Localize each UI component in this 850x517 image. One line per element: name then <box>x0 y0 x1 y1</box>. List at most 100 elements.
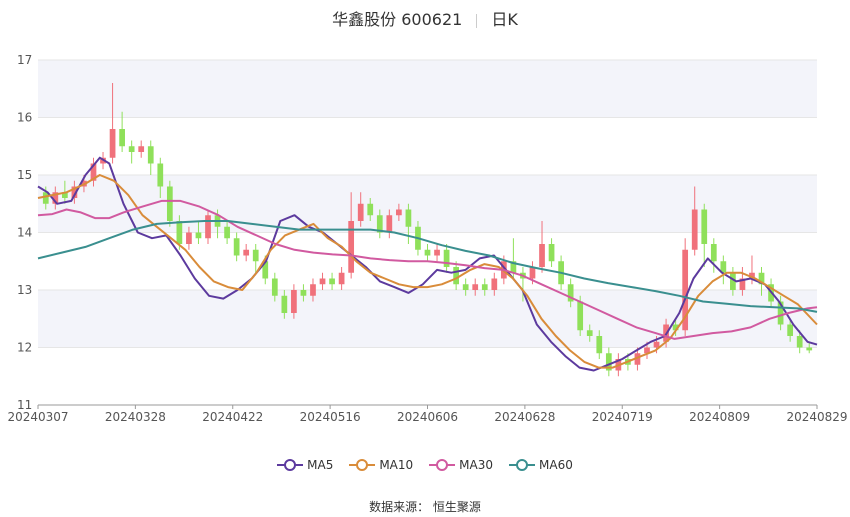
candle-body <box>691 209 698 250</box>
candle-body <box>472 284 479 290</box>
candle-body <box>119 129 125 147</box>
legend-marker-icon <box>277 459 304 471</box>
x-tick-label: 20240606 <box>397 410 458 424</box>
candle-body <box>195 232 202 239</box>
legend-item-ma10[interactable]: MA10 <box>349 458 413 472</box>
candle-body <box>291 290 297 313</box>
x-tick-label: 20240328 <box>105 410 166 424</box>
candle-body <box>758 272 765 285</box>
chart-legend: MA5 MA10 MA30 MA60 <box>0 458 850 475</box>
legend-marker-icon <box>349 459 376 471</box>
y-tick-label: 11 <box>17 398 32 412</box>
legend-marker-icon <box>509 459 536 471</box>
candle-body <box>224 226 230 239</box>
y-tick-label: 17 <box>17 53 32 67</box>
candle-body <box>806 347 813 351</box>
candle-body <box>405 209 412 227</box>
candle-body <box>443 249 450 267</box>
y-tick-label: 12 <box>17 341 32 355</box>
y-tick-label: 15 <box>17 168 32 182</box>
candle-body <box>90 163 97 181</box>
candle-body <box>329 278 335 285</box>
candle-body <box>147 146 154 164</box>
candle-body <box>205 215 211 239</box>
source-value: 恒生聚源 <box>432 500 481 514</box>
series-line-ma30 <box>37 199 818 340</box>
grid-band <box>38 290 817 348</box>
candle-body <box>577 301 584 331</box>
legend-label: MA5 <box>307 458 334 472</box>
candle-body <box>61 192 68 198</box>
title-separator <box>476 13 478 28</box>
candle-body <box>128 146 135 152</box>
candle-body <box>653 341 660 348</box>
candle-body <box>634 353 641 365</box>
y-tick-label: 16 <box>17 111 32 125</box>
candle-body <box>701 209 708 244</box>
source-label: 数据来源： <box>369 500 430 514</box>
x-tick-label: 20240516 <box>300 410 361 424</box>
period-label: 日K <box>491 10 518 29</box>
legend-item-ma5[interactable]: MA5 <box>277 458 333 472</box>
candle-body <box>739 278 746 290</box>
candle-body <box>386 215 393 233</box>
candle-body <box>682 249 689 331</box>
candle-body <box>243 249 250 256</box>
candle-body <box>300 290 307 296</box>
series-line-ma10 <box>37 174 818 369</box>
legend-label: MA60 <box>539 458 573 472</box>
legend-marker-icon <box>429 459 456 471</box>
candle-body <box>796 336 803 348</box>
x-tick-label: 20240307 <box>7 410 68 424</box>
candle-body <box>548 244 555 262</box>
candle-body <box>539 244 545 267</box>
candle-body <box>749 272 755 279</box>
candle-body <box>424 249 431 256</box>
candle-body <box>481 284 488 290</box>
candle-body <box>462 284 469 290</box>
data-source: 数据来源： 恒生聚源 <box>0 498 850 515</box>
x-tick-label: 20240719 <box>592 410 653 424</box>
candle-body <box>491 278 498 290</box>
candle-body <box>777 301 784 325</box>
candle-body <box>720 261 727 273</box>
candle-body <box>157 163 164 187</box>
candle-body <box>710 244 717 262</box>
x-tick-label: 20240829 <box>786 410 847 424</box>
candle-body <box>271 278 278 296</box>
candle-body <box>596 336 603 354</box>
y-tick-label: 13 <box>17 283 32 297</box>
candle-body <box>52 192 59 204</box>
candle-body <box>529 267 536 279</box>
candle-body <box>338 272 345 285</box>
stock-name-code: 华鑫股份 600621 <box>332 10 463 29</box>
candle-body <box>310 284 316 296</box>
legend-label: MA30 <box>459 458 494 472</box>
candle-body <box>376 215 383 233</box>
candle-body <box>71 186 78 198</box>
candle-body <box>787 324 794 336</box>
candle-body <box>586 330 593 336</box>
candle-body <box>319 278 326 285</box>
candle-body <box>186 232 192 244</box>
chart-title: 华鑫股份 600621 日K <box>0 6 850 30</box>
candle-body <box>672 324 679 331</box>
series-line-ma5 <box>37 156 818 372</box>
candle-body <box>644 347 650 354</box>
x-tick-label: 20240422 <box>202 410 263 424</box>
candle-body <box>233 238 240 256</box>
legend-item-ma30[interactable]: MA30 <box>429 458 493 472</box>
x-tick-label: 20240628 <box>494 410 555 424</box>
candle-body <box>109 129 116 158</box>
candle-body <box>348 221 355 273</box>
candle-body <box>453 267 459 285</box>
candle-body <box>510 261 517 273</box>
candle-body <box>42 192 49 204</box>
legend-item-ma60[interactable]: MA60 <box>509 458 573 472</box>
x-tick-label: 20240809 <box>689 410 750 424</box>
candle-body <box>281 295 288 313</box>
candle-body <box>605 353 612 371</box>
candle-body <box>357 203 364 221</box>
candle-body <box>434 249 440 256</box>
